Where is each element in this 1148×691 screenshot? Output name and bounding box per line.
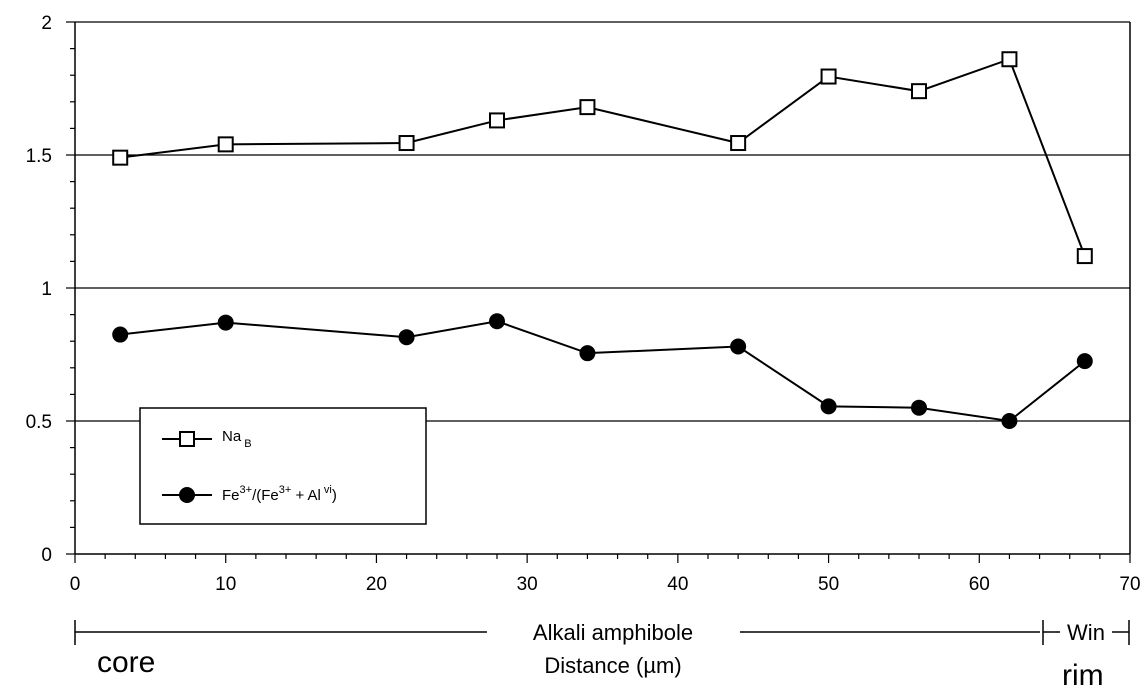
- x-tick-label: 60: [969, 574, 990, 595]
- x-tick-label: 10: [215, 574, 236, 595]
- data-point-square: [398, 135, 415, 152]
- core-label: core: [97, 646, 155, 679]
- data-point-circle: [1076, 353, 1093, 370]
- zone-scale-bar: Alkali amphibole Win core Distance (µm) …: [74, 620, 1130, 691]
- data-point-circle: [1001, 413, 1018, 429]
- rim-label: rim: [1062, 659, 1104, 691]
- series-line-0: [120, 57, 1086, 257]
- data-point-circle: [398, 329, 415, 346]
- x-axis-ticks: 0 10 20 30 40 50 60 70: [70, 554, 1141, 595]
- x-axis-title: Distance (µm): [544, 653, 681, 678]
- legend-box: [139, 407, 427, 525]
- y-tick-label: 1: [41, 279, 52, 300]
- data-point-circle: [217, 314, 234, 331]
- y-axis-ticks: 0 0.5 1 1.5 2: [26, 13, 75, 566]
- data-point-square: [730, 135, 747, 152]
- data-point-circle: [579, 345, 596, 362]
- y-tick-label: 1.5: [26, 146, 52, 167]
- data-point-square: [911, 83, 927, 100]
- legend-label-fe: Fe3+/(Fe3+ + Al vi): [222, 484, 337, 504]
- data-point-square: [1001, 51, 1018, 68]
- legend-label-nab: Na B: [222, 428, 252, 450]
- x-tick-label: 50: [818, 574, 839, 595]
- data-point-circle: [911, 399, 927, 416]
- data-point-circle: [730, 338, 747, 355]
- legend: Na B Fe3+/(Fe3+ + Al vi): [139, 407, 427, 525]
- x-tick-label: 70: [1119, 574, 1140, 595]
- x-tick-label: 40: [667, 574, 688, 595]
- zone-label-win: Win: [1067, 620, 1105, 645]
- data-point-square: [489, 112, 505, 129]
- y-tick-label: 0.5: [26, 412, 52, 433]
- x-tick-label: 30: [517, 574, 538, 595]
- legend-marker-circle: [179, 487, 195, 503]
- data-point-circle: [489, 313, 505, 330]
- x-tick-label: 0: [70, 574, 81, 595]
- zone-label-alkali-amphibole: Alkali amphibole: [533, 620, 693, 645]
- data-point-square: [217, 136, 234, 153]
- y-tick-label: 0: [41, 545, 52, 566]
- data-point-square: [820, 68, 837, 85]
- x-tick-label: 20: [366, 574, 387, 595]
- legend-marker-square: [179, 431, 195, 447]
- data-point-square: [112, 149, 129, 166]
- data-series: [112, 51, 1093, 429]
- y-tick-label: 2: [41, 13, 52, 34]
- series-line-1: [120, 320, 1086, 423]
- data-point-circle: [820, 398, 837, 415]
- data-point-circle: [112, 326, 129, 343]
- data-point-square: [1076, 248, 1093, 265]
- grid-lines: [75, 21, 1130, 422]
- data-point-square: [579, 99, 596, 116]
